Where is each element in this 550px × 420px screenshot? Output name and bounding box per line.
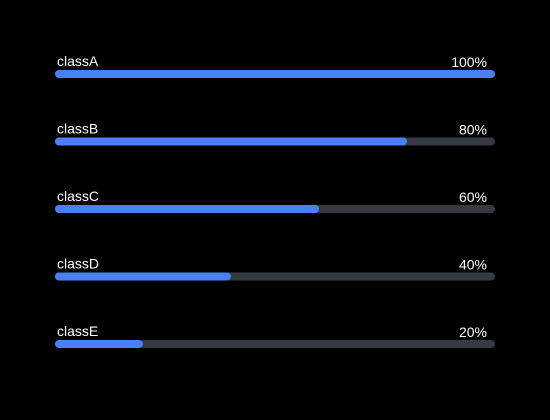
value-label: 60% — [459, 189, 487, 205]
bar — [55, 205, 319, 213]
category-label: classE — [57, 323, 98, 339]
category-label: classD — [57, 256, 99, 272]
value-label: 20% — [459, 324, 487, 340]
track — [55, 340, 495, 348]
bar — [55, 340, 143, 348]
value-label: 80% — [459, 122, 487, 138]
category-label: classA — [57, 53, 99, 69]
value-label: 100% — [451, 54, 487, 70]
value-label: 40% — [459, 257, 487, 273]
bar — [55, 70, 495, 78]
category-label: classC — [57, 188, 99, 204]
category-label: classB — [57, 121, 98, 137]
bar — [55, 272, 231, 281]
bar — [55, 137, 407, 146]
